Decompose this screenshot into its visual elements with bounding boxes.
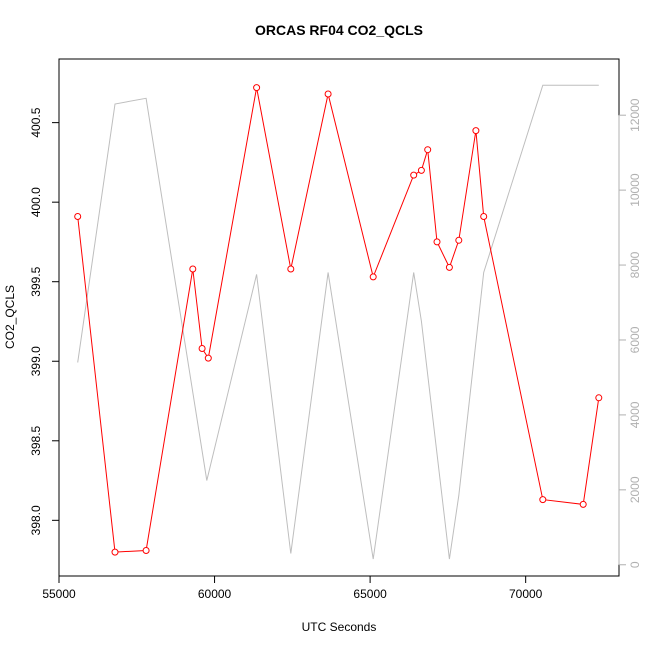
data-point: [579, 500, 587, 508]
y-tick-label: 400.0: [29, 187, 43, 217]
y-axis-left: 398.0 398.5 399.0 399.5 400.0 400.5: [29, 107, 60, 535]
data-point: [287, 265, 295, 273]
data-point: [445, 263, 453, 271]
data-point: [410, 171, 418, 179]
data-point: [324, 90, 332, 98]
data-point: [253, 84, 261, 92]
x-tick-label: 60000: [198, 587, 232, 601]
x-tick-label: 65000: [353, 587, 387, 601]
data-point: [417, 166, 425, 174]
x-tick-label: 70000: [509, 587, 543, 601]
data-point: [111, 548, 119, 556]
chart-title: ORCAS RF04 CO2_QCLS: [255, 22, 423, 38]
data-point: [204, 354, 212, 362]
data-point: [480, 213, 488, 220]
y2-tick-label: 12000: [628, 98, 642, 132]
data-point: [595, 394, 603, 402]
x-tick-label: 55000: [42, 587, 76, 601]
data-point: [433, 238, 441, 246]
data-point: [472, 127, 480, 135]
y-tick-label: 399.0: [29, 346, 43, 376]
y2-tick-label: 0: [628, 561, 642, 568]
y-tick-label: 399.5: [29, 266, 43, 296]
y-axis-label: CO2_QCLS: [3, 285, 17, 349]
data-point: [424, 146, 432, 154]
y2-tick-label: 10000: [628, 173, 642, 207]
y2-tick-label: 2000: [628, 476, 642, 503]
y-tick-label: 398.5: [29, 425, 43, 455]
y2-tick-label: 6000: [628, 326, 642, 353]
data-point: [369, 273, 377, 281]
y-tick-label: 398.0: [29, 505, 43, 535]
data-point: [74, 213, 82, 220]
y-tick-label: 400.5: [29, 107, 43, 137]
data-point: [189, 265, 197, 273]
secondary-series-line: [77, 84, 599, 560]
y2-tick-label: 4000: [628, 401, 642, 428]
secondary-series-layer: [77, 84, 599, 560]
primary-series-layer: [74, 84, 603, 556]
data-point: [455, 236, 463, 244]
data-point: [198, 345, 206, 352]
data-point: [142, 547, 150, 554]
x-axis: 55000 60000 65000 70000: [42, 575, 543, 601]
y2-tick-label: 8000: [628, 251, 642, 278]
x-axis-label: UTC Seconds: [302, 620, 377, 634]
y-axis-right: 0 2000 4000 6000 8000 10000 12000: [618, 98, 642, 568]
data-point: [539, 496, 547, 504]
